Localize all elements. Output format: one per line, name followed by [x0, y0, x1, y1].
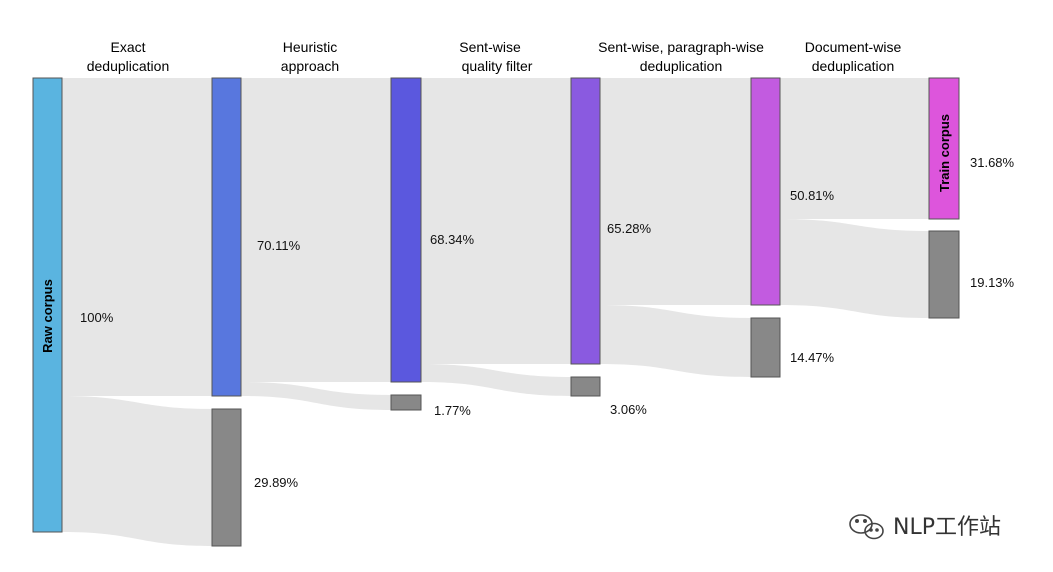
- node-train-corpus: [928, 77, 960, 220]
- watermark-text: NLP工作站: [893, 515, 1001, 540]
- stage-3-title-line2: quality filter: [462, 58, 533, 74]
- node-quality-keep: [390, 77, 422, 383]
- node-paragraph-drop: [570, 376, 601, 397]
- stage-5-title-line1: Document-wise: [805, 39, 902, 55]
- flow-raw-to-n1-keep: [62, 78, 212, 396]
- stage-4-title-line2: deduplication: [640, 58, 723, 74]
- pct-quality-keep: 68.34%: [430, 232, 475, 247]
- flows: [62, 78, 929, 546]
- train-corpus-label: Train corpus: [937, 114, 952, 192]
- pct-document-keep: 50.81%: [790, 188, 835, 203]
- stage-headers: Exact deduplication Heuristic approach S…: [87, 39, 902, 74]
- stage-1-title-line1: Exact: [110, 39, 145, 55]
- flow-n1-to-n2-keep: [241, 78, 391, 382]
- node-heuristic-drop: [211, 408, 242, 547]
- flow-n3-to-n4-keep: [600, 78, 751, 305]
- nodes: [32, 77, 960, 547]
- stage-2-title-line1: Heuristic: [283, 39, 337, 55]
- raw-corpus-label: Raw corpus: [40, 279, 55, 353]
- stage-2-title-line2: approach: [281, 58, 339, 74]
- node-heuristic-keep: [211, 77, 242, 397]
- pct-paragraph-drop: 3.06%: [610, 402, 647, 417]
- flow-n2-to-n3-keep: [421, 78, 571, 364]
- pct-heuristic-drop: 29.89%: [254, 475, 299, 490]
- node-document-drop: [750, 317, 781, 378]
- watermark: NLP工作站: [849, 514, 1001, 540]
- node-final-drop: [928, 230, 960, 319]
- pct-train: 31.68%: [970, 155, 1015, 170]
- flow-raw-to-n1-drop: [62, 396, 212, 546]
- node-document-keep: [750, 77, 781, 306]
- node-paragraph-keep: [570, 77, 601, 365]
- node-quality-drop: [390, 394, 422, 411]
- flow-n4-to-n5-drop: [780, 219, 929, 318]
- node-raw-corpus: [32, 77, 63, 533]
- pct-document-drop: 14.47%: [790, 350, 835, 365]
- flow-n2-to-n3-drop: [421, 364, 571, 396]
- wechat-icon: [849, 514, 884, 540]
- percent-labels: 100% 70.11% 29.89% 68.34% 1.77% 65.28% 3…: [80, 155, 1015, 490]
- pct-heuristic-keep: 70.11%: [257, 238, 301, 253]
- stage-3-title-line1: Sent-wise: [459, 39, 521, 55]
- flow-n1-to-n2-drop: [241, 382, 391, 410]
- flow-n4-to-train: [780, 78, 929, 219]
- pct-quality-drop: 1.77%: [434, 403, 471, 418]
- pct-paragraph-keep: 65.28%: [607, 221, 652, 236]
- stage-1-title-line2: deduplication: [87, 58, 170, 74]
- flow-n3-to-n4-drop: [600, 305, 751, 377]
- stage-4-title-line1: Sent-wise, paragraph-wise: [598, 39, 764, 55]
- pct-raw: 100%: [80, 310, 114, 325]
- stage-5-title-line2: deduplication: [812, 58, 895, 74]
- pct-final-drop: 19.13%: [970, 275, 1015, 290]
